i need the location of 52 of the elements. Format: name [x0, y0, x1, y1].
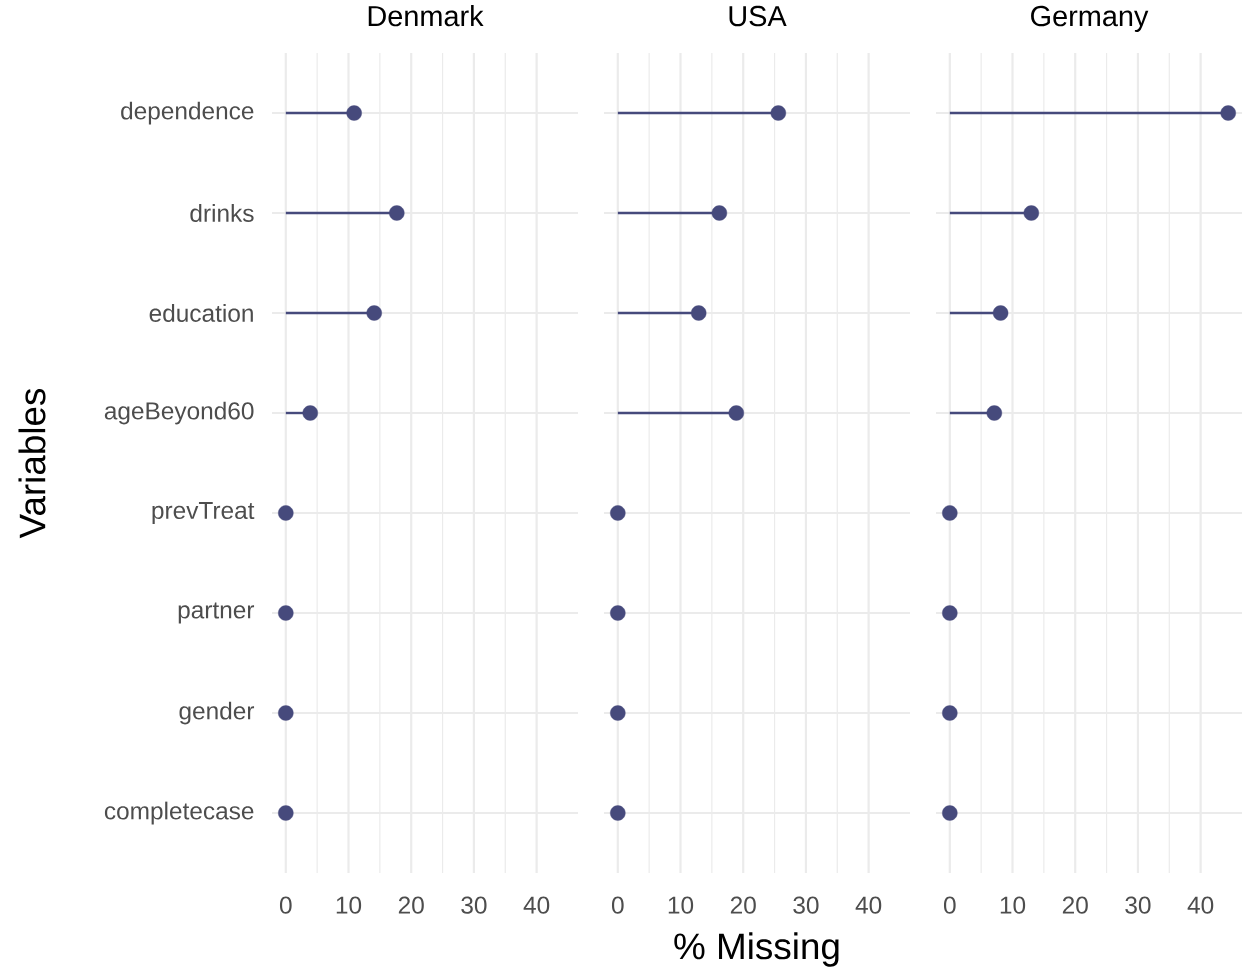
x-tick-label: 0: [611, 896, 624, 914]
point: [770, 105, 787, 121]
y-tick-label: prevTreat: [152, 502, 255, 524]
x-tick-label: 10: [336, 896, 362, 914]
point: [690, 305, 707, 321]
point: [942, 605, 958, 621]
y-tick-label: ageBeyond60: [104, 401, 254, 425]
chart-title: USA: [729, 5, 787, 27]
point: [711, 205, 728, 221]
point: [278, 705, 294, 721]
chart-title: Germany: [1031, 5, 1149, 33]
x-tick-label: 20: [730, 896, 756, 914]
point: [942, 705, 958, 721]
y-axis-title: Variables: [18, 388, 46, 539]
y-tick-label: completecase: [104, 801, 254, 825]
x-tick-label: 10: [668, 896, 694, 914]
y-tick-label: dependence: [121, 101, 254, 125]
chart-title: Denmark: [368, 5, 484, 27]
x-tick-label: 20: [1062, 896, 1088, 914]
point: [389, 205, 405, 221]
point: [992, 305, 1009, 321]
x-tick-label: 40: [855, 896, 882, 914]
y-tick-label: education: [149, 304, 253, 322]
point: [610, 705, 626, 721]
point: [1023, 205, 1040, 221]
point: [278, 605, 294, 621]
x-tick-label: 30: [461, 896, 487, 914]
y-tick-label: gender: [179, 701, 255, 725]
point: [610, 505, 626, 521]
point: [366, 305, 382, 321]
point: [942, 505, 958, 521]
point: [1220, 105, 1236, 121]
point: [728, 405, 745, 421]
x-tick-label: 30: [1125, 896, 1151, 914]
point: [278, 505, 294, 521]
x-tick-label: 10: [1000, 896, 1026, 914]
x-tick-label: 20: [398, 896, 424, 914]
point: [610, 605, 626, 621]
x-tick-label: 0: [279, 896, 292, 914]
x-axis-title: % Missing: [674, 932, 839, 967]
point: [942, 805, 958, 821]
point: [346, 105, 362, 121]
point: [278, 805, 294, 821]
x-tick-label: 40: [1187, 896, 1214, 914]
y-tick-label: partner: [178, 602, 255, 624]
x-tick-label: 40: [523, 896, 550, 914]
y-tick-label: drinks: [190, 204, 254, 222]
point: [302, 405, 318, 421]
point: [986, 405, 1003, 421]
x-tick-label: 30: [793, 896, 819, 914]
x-tick-label: 0: [943, 896, 956, 914]
point: [610, 805, 626, 821]
